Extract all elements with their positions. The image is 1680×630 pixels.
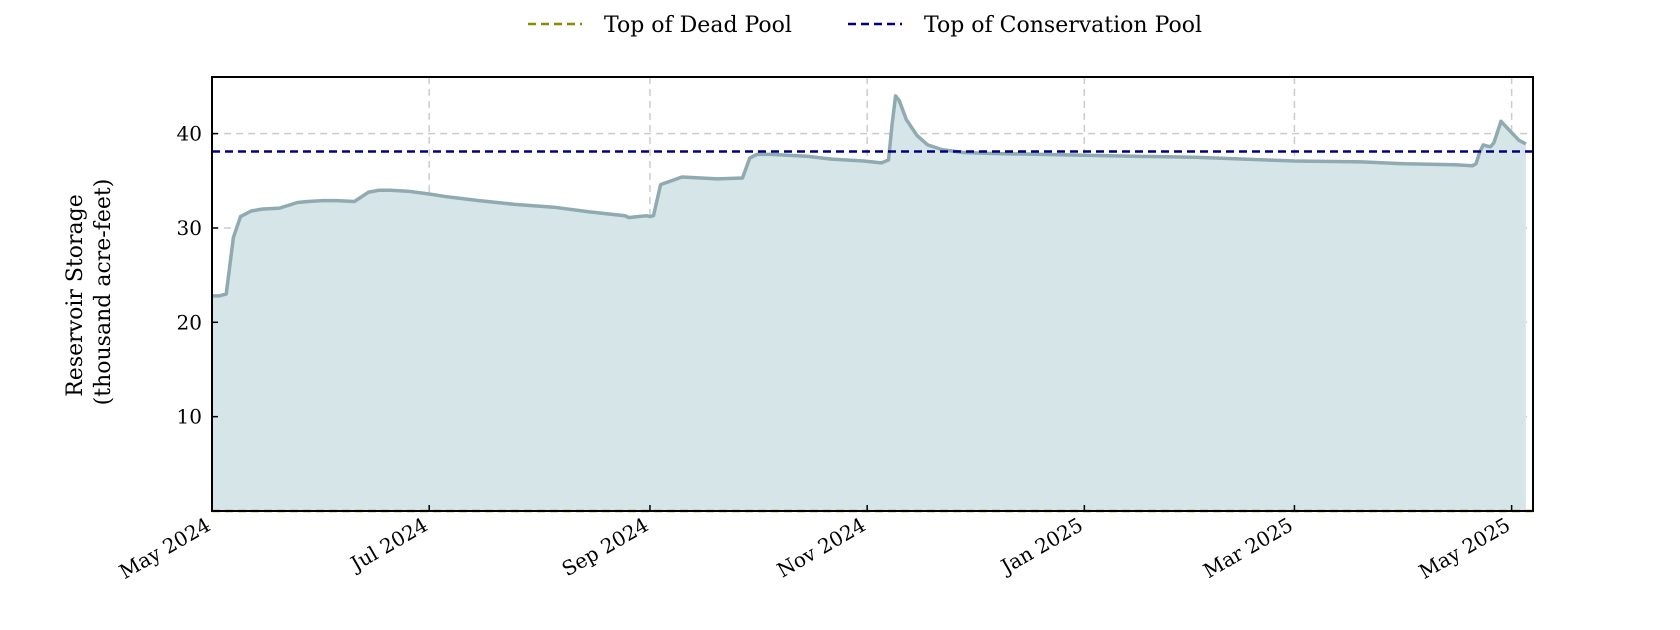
x-tick-label-6: May 2025 <box>1415 513 1514 584</box>
x-tick-label-3: Nov 2024 <box>773 513 870 583</box>
storage-series-line <box>212 94 1527 298</box>
y-axis-label-line-2: (thousand acre-feet) <box>91 179 116 406</box>
legend-label-dead-pool: Top of Dead Pool <box>604 13 792 38</box>
legend: Top of Dead Pool Top of Conservation Poo… <box>528 13 1202 38</box>
x-tick-label-0: May 2024 <box>115 513 214 584</box>
y-tick-label-40: 40 <box>177 122 202 146</box>
x-tick-label-4: Jan 2025 <box>995 513 1087 580</box>
y-tick-label-10: 10 <box>177 405 202 429</box>
storage-area-fill <box>212 95 1526 512</box>
y-axis-label-line-1: Reservoir Storage <box>63 194 88 397</box>
y-axis-label: Reservoir Storage (thousand acre-feet) <box>63 179 116 406</box>
x-tick-label-2: Sep 2024 <box>558 513 653 582</box>
x-tick-label-5: Mar 2025 <box>1199 513 1297 583</box>
plot-frame <box>211 76 1534 512</box>
x-tick-label-1: Jul 2024 <box>345 513 432 577</box>
y-tick-label-20: 20 <box>177 310 202 334</box>
legend-label-conservation-pool: Top of Conservation Pool <box>924 13 1202 38</box>
y-tick-label-30: 30 <box>177 216 202 240</box>
